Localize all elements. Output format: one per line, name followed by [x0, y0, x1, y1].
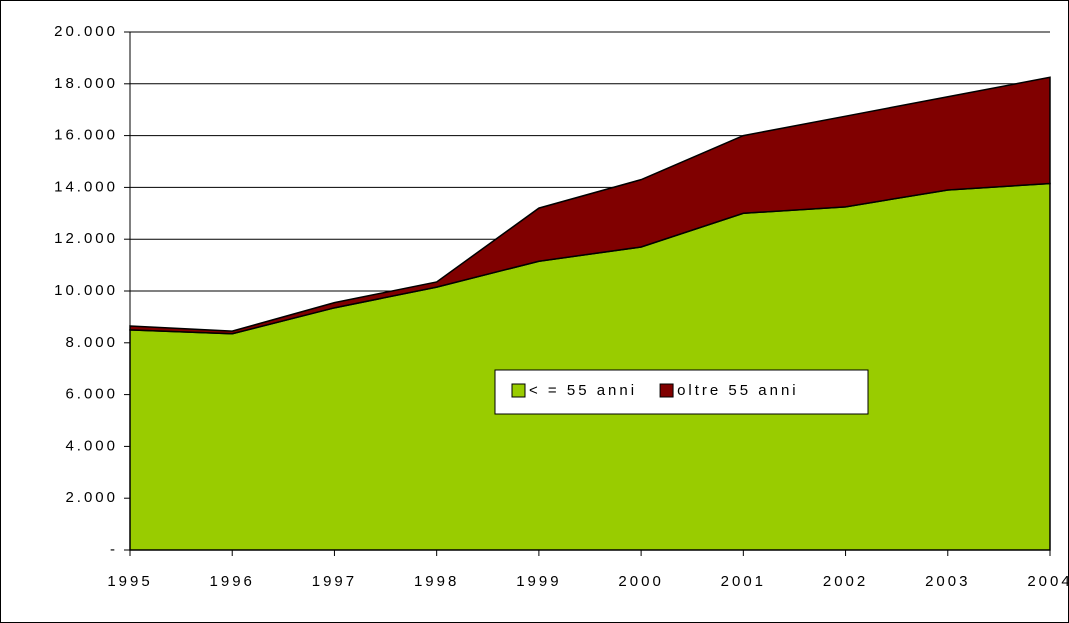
x-tick-label: 1996 — [210, 573, 255, 590]
y-tick-label: 8.000 — [65, 334, 118, 351]
y-tick-label: 20.000 — [54, 23, 118, 40]
y-tick-label: 6.000 — [65, 386, 118, 403]
y-tick-label: 16.000 — [54, 127, 118, 144]
legend-label: oltre 55 anni — [677, 382, 799, 399]
y-tick-label: 10.000 — [54, 282, 118, 299]
y-tick-label: 12.000 — [54, 230, 118, 247]
x-tick-label: 2002 — [823, 573, 868, 590]
x-tick-label: 1997 — [312, 573, 357, 590]
x-tick-label: 2003 — [925, 573, 970, 590]
y-tick-label: - — [110, 541, 118, 558]
y-tick-label: 2.000 — [65, 489, 118, 506]
x-tick-label: 2000 — [618, 573, 663, 590]
y-tick-label: 14.000 — [54, 178, 118, 195]
legend-box — [494, 369, 869, 415]
legend-swatch — [659, 383, 674, 398]
x-tick-label: 2004 — [1027, 573, 1069, 590]
x-tick-label: 2001 — [721, 573, 766, 590]
legend-label: < = 55 anni — [529, 382, 637, 399]
area — [129, 76, 1051, 335]
x-tick-label: 1998 — [414, 573, 459, 590]
x-tick-label: 1995 — [107, 573, 152, 590]
legend: < = 55 anni oltre 55 anni — [494, 369, 869, 415]
x-tick-label: 1999 — [516, 573, 561, 590]
legend-swatch — [511, 383, 526, 398]
y-tick-label: 4.000 — [65, 437, 118, 454]
y-tick-label: 18.000 — [54, 75, 118, 92]
